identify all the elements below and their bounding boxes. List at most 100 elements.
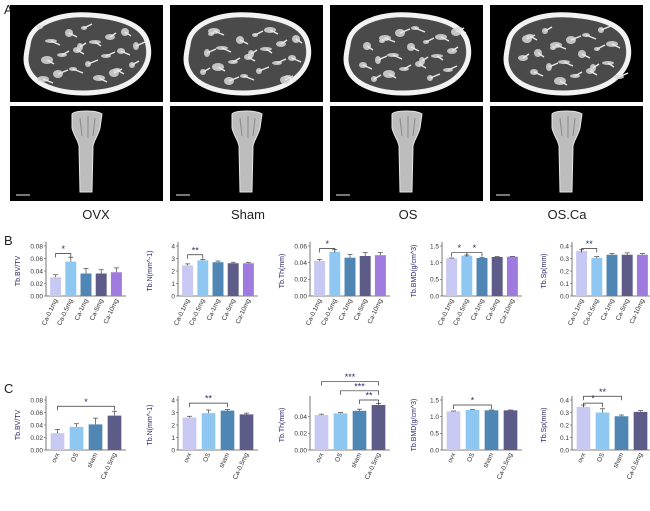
chart-c-3: Tb.Th(mm) 0.00 0.02 0.04 ovx OS sham Ca-0.5mg **… xyxy=(278,372,396,498)
microct-3d-reconstruction-image xyxy=(10,106,163,201)
x-tick-label: Ca-0.5mg xyxy=(56,298,75,327)
bar xyxy=(503,410,518,450)
x-tick-label: Ca-1mg xyxy=(470,298,486,322)
bar xyxy=(621,254,633,296)
chart-c-2: Tb.N(mm^-1) 0 1 2 3 4 ovx OS sham Ca-0.5mg ** xyxy=(146,390,264,498)
significance-bracket xyxy=(57,405,115,411)
significance-bracket xyxy=(359,399,379,404)
y-tick-label: 1.0 xyxy=(430,414,439,421)
chart-c-5: Tb.Sp(mm) 0.0 0.1 0.2 0.3 0.4 ovx OS sham Ca-0.5m… xyxy=(540,387,650,498)
bar xyxy=(446,411,461,450)
y-tick-label: 0.0 xyxy=(560,447,569,454)
y-tick-label: 0.06 xyxy=(30,256,43,263)
x-tick-label: sham xyxy=(218,452,231,469)
chart-b-5: Tb.Sp(mm) 0.0 0.1 0.2 0.3 0.4 Ca-0.1mg Ca-0.5mg… xyxy=(540,236,650,344)
significance-bracket xyxy=(55,253,72,258)
x-tick-label: Ca-0.5mg xyxy=(320,298,339,327)
x-tick-label: Ca-10mg xyxy=(103,298,121,326)
x-tick-label: Ca-5mg xyxy=(89,298,105,322)
x-tick-label: Ca-1mg xyxy=(338,298,354,322)
bar xyxy=(201,413,216,450)
bar xyxy=(576,406,591,450)
microct-cross-section-image xyxy=(490,5,643,102)
bar xyxy=(69,426,84,450)
x-tick-label: Ca-1mg xyxy=(206,298,222,322)
chart-b-4: Tb.BMD(g/cm^3) 0.0 0.5 1.0 1.5 Ca-0.1mg Ca-0.5… xyxy=(410,236,528,344)
x-tick-label: Ca-1mg xyxy=(74,298,90,322)
x-tick-label: Ca-0.5mg xyxy=(626,452,645,481)
y-tick-label: 0.1 xyxy=(560,435,569,442)
significance-bracket xyxy=(466,252,483,257)
y-axis-label: Tb.BMD(g/cm^3) xyxy=(411,399,418,452)
y-axis-label: Tb.Sp(mm) xyxy=(541,408,548,443)
x-tick-label: sham xyxy=(482,452,495,469)
y-tick-label: 0.08 xyxy=(30,243,43,250)
y-tick-label: 0.5 xyxy=(430,277,439,284)
y-tick-label: 0.02 xyxy=(30,281,43,288)
y-tick-label: 0.0 xyxy=(430,447,439,454)
significance-label: ** xyxy=(365,391,373,401)
bar xyxy=(465,410,480,450)
y-tick-label: 0.4 xyxy=(560,243,569,250)
y-tick-label: 2 xyxy=(171,422,175,429)
y-tick-label: 0 xyxy=(171,293,175,300)
y-tick-label: 1.5 xyxy=(430,397,439,404)
bar xyxy=(50,433,65,450)
significance-label: *** xyxy=(354,381,365,391)
y-tick-label: 3 xyxy=(171,410,175,417)
y-tick-label: 1 xyxy=(171,435,175,442)
y-axis-label: Tb.N(mm^-1) xyxy=(147,250,154,291)
y-tick-label: 0.02 xyxy=(294,431,307,438)
x-tick-label: Ca-10mg xyxy=(235,298,253,326)
bar xyxy=(476,258,488,296)
chart-c-4: Tb.BMD(g/cm^3) 0.0 0.5 1.0 1.5 ovx OS sham Ca-0.… xyxy=(410,390,528,498)
microct-3d-reconstruction-image xyxy=(490,106,643,201)
chart-b-1: Tb.BV/TV 0.00 0.02 0.04 0.06 0.08 Ca-0.1mg Ca-0… xyxy=(14,236,132,344)
y-axis-label: Tb.BMD(g/cm^3) xyxy=(411,245,418,298)
group-label-ovx: OVX xyxy=(82,207,110,222)
y-tick-label: 0.08 xyxy=(30,397,43,404)
y-tick-label: 0.06 xyxy=(30,410,43,417)
y-tick-label: 0.0 xyxy=(560,293,569,300)
significance-label: * xyxy=(471,396,475,406)
y-axis-label: Tb.BV/TV xyxy=(15,409,22,440)
significance-label: ** xyxy=(192,245,200,255)
x-tick-label: Ca-10mg xyxy=(367,298,385,326)
x-tick-label: OS xyxy=(466,451,477,463)
x-tick-label: ovx xyxy=(315,451,326,464)
y-tick-label: 2 xyxy=(171,268,175,275)
y-tick-label: 0.06 xyxy=(294,243,307,250)
bar xyxy=(352,410,367,450)
y-tick-label: 0.5 xyxy=(430,431,439,438)
bar xyxy=(242,263,254,296)
y-tick-label: 4 xyxy=(171,243,175,250)
y-tick-label: 0.04 xyxy=(294,260,307,267)
bar xyxy=(576,251,588,296)
bar xyxy=(633,411,648,450)
significance-label: ** xyxy=(205,394,213,404)
x-tick-label: Ca-0.5mg xyxy=(364,452,383,481)
group-label-osca: OS.Ca xyxy=(547,207,587,222)
x-tick-label: ovx xyxy=(183,451,194,464)
chart-b-2: Tb.N(mm^-1) 0 1 2 3 4 Ca-0.1mg Ca-0.5mg Ca-1mg Ca… xyxy=(146,236,264,344)
x-tick-label: Ca-0.5mg xyxy=(582,298,601,327)
x-tick-label: OS xyxy=(70,451,81,463)
x-tick-label: Ca-0.5mg xyxy=(232,452,251,481)
y-tick-label: 0 xyxy=(171,447,175,454)
bar xyxy=(212,262,224,296)
bar xyxy=(591,257,603,296)
significance-bracket xyxy=(581,248,598,253)
significance-label: ** xyxy=(586,239,594,249)
x-tick-label: Ca-10mg xyxy=(499,298,517,326)
y-tick-label: 0.00 xyxy=(30,293,43,300)
significance-label: * xyxy=(325,239,329,249)
bar xyxy=(182,265,194,296)
x-tick-label: Ca-0.5mg xyxy=(100,452,119,481)
significance-bracket xyxy=(340,390,379,395)
significance-label: *** xyxy=(345,372,356,382)
x-tick-label: Ca-0.5mg xyxy=(452,298,471,327)
y-axis-label: Tb.BV/TV xyxy=(15,255,22,286)
x-tick-label: Ca-5mg xyxy=(353,298,369,322)
x-tick-label: Ca-0.5mg xyxy=(496,452,515,481)
y-tick-label: 0.1 xyxy=(560,281,569,288)
